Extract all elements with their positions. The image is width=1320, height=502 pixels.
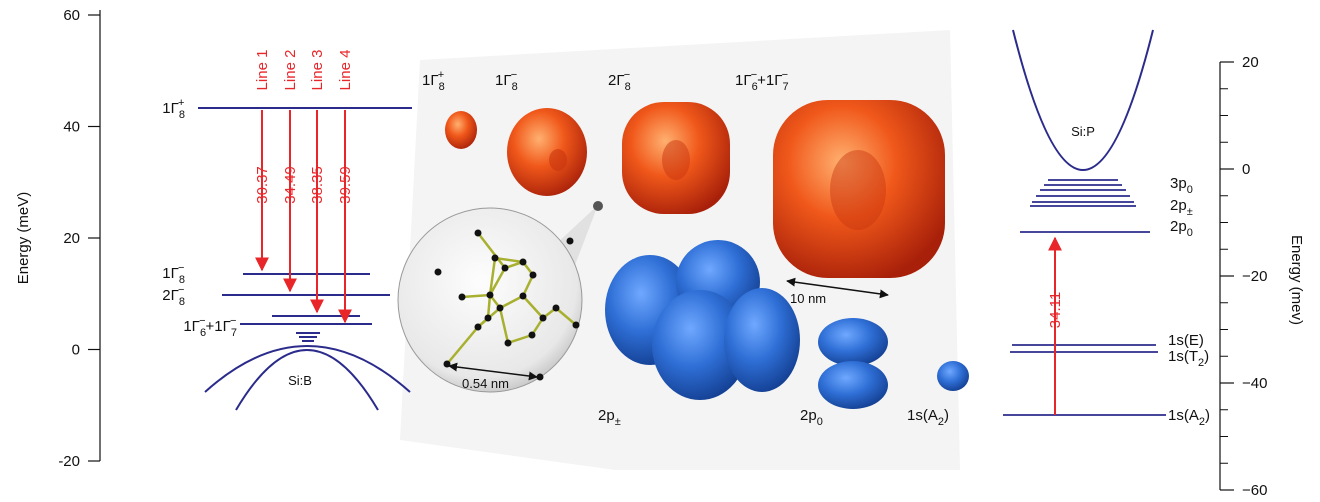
label-text: 1s(T xyxy=(1168,348,1198,365)
label-text: ) xyxy=(1205,407,1210,424)
axis-label: Energy (mev) xyxy=(1288,235,1305,325)
orbital xyxy=(937,361,969,391)
scale-label: 10 nm xyxy=(790,291,826,306)
label-text: 1Γ xyxy=(735,72,752,89)
label-text: 1Γ xyxy=(183,318,200,335)
label-text: 2Γ xyxy=(162,287,179,304)
axis-label: Energy (meV) xyxy=(15,192,32,285)
level-label: 1Γ8+ xyxy=(162,97,185,121)
level-label: 1Γ6−+1Γ7− xyxy=(183,315,237,339)
label-superscript: − xyxy=(511,69,517,81)
material-label: Si:P xyxy=(1071,124,1095,139)
tick-label: 20 xyxy=(63,230,80,247)
label-subscript: 8 xyxy=(512,81,518,93)
level-label: 2p± xyxy=(1170,197,1193,218)
page: { "left_axis": {"label": "Energy (meV)",… xyxy=(0,0,1320,502)
label-subscript: 7 xyxy=(231,327,237,339)
label-text: 1s(E) xyxy=(1168,332,1204,349)
label-superscript: − xyxy=(178,284,184,296)
label-subscript: 8 xyxy=(179,109,185,121)
level-label: 3p0 xyxy=(1170,175,1193,196)
level-label: 1s(E) xyxy=(1168,332,1204,349)
label-text: 1s(A xyxy=(907,407,938,424)
orbital xyxy=(507,108,587,196)
conduction-band xyxy=(1013,30,1153,170)
level-label: 2Γ8− xyxy=(162,284,185,308)
line-name: Line 4 xyxy=(337,50,354,91)
label-text: +1Γ xyxy=(757,72,782,89)
label-text: 2p xyxy=(1170,218,1187,235)
label-subscript: ± xyxy=(1187,206,1193,218)
tick-label: 20 xyxy=(1242,54,1259,71)
level-label: 1Γ8− xyxy=(162,262,185,286)
orbital xyxy=(724,288,800,392)
scale-label: 0.54 nm xyxy=(462,376,509,391)
transition-energy: 34.11 xyxy=(1047,292,1064,328)
label-text: 3p xyxy=(1170,175,1187,192)
line-name: Line 3 xyxy=(309,50,326,91)
level-label: 2p0 xyxy=(1170,218,1193,239)
tick-label: 0 xyxy=(1242,161,1250,178)
tick-label: −40 xyxy=(1242,375,1267,392)
label-superscript: − xyxy=(230,315,236,327)
label-superscript: + xyxy=(178,97,184,109)
label-text: 2p xyxy=(1170,197,1187,214)
left-axis: Energy (meV) xyxy=(15,10,100,461)
label-subscript: ± xyxy=(615,416,621,428)
tick-label: -20 xyxy=(58,453,80,470)
boron-levels xyxy=(198,108,412,341)
label-text: 2p xyxy=(598,407,615,424)
label-text: 1Γ xyxy=(162,100,179,117)
label-text: 1s(A xyxy=(1168,407,1199,424)
label-superscript: − xyxy=(624,69,630,81)
tick-label: 40 xyxy=(63,119,80,136)
label-superscript: − xyxy=(782,69,788,81)
label-text: 1Γ xyxy=(422,72,439,89)
label-text: ) xyxy=(1204,348,1209,365)
transition-energy: 38.35 xyxy=(309,166,326,204)
label-text: 1Γ xyxy=(162,265,179,282)
line-name: Line 2 xyxy=(282,50,299,91)
label-subscript: 0 xyxy=(1187,227,1193,239)
orbital xyxy=(445,111,477,149)
orbital xyxy=(818,318,888,366)
label-subscript: 8 xyxy=(439,81,445,93)
tick-label: 60 xyxy=(63,7,80,24)
phosphorus-levels xyxy=(1003,180,1166,415)
label-subscript: 0 xyxy=(817,416,823,428)
label-text: ) xyxy=(944,407,949,424)
tick-label: −60 xyxy=(1242,482,1267,499)
level-label: 1s(A2) xyxy=(1168,407,1210,428)
label-superscript: − xyxy=(178,262,184,274)
transitions xyxy=(262,110,345,322)
tick-label: 0 xyxy=(72,342,80,359)
label-text: 2p xyxy=(800,407,817,424)
orbital-shade xyxy=(662,140,690,180)
label-text: 2Γ xyxy=(608,72,625,89)
label-subscript: 7 xyxy=(783,81,789,93)
level-label: 1s(T2) xyxy=(1168,348,1209,369)
label-superscript: + xyxy=(438,69,444,81)
line-name: Line 1 xyxy=(254,50,271,91)
transition-energy: 30.37 xyxy=(254,166,271,204)
label-subscript: 8 xyxy=(179,296,185,308)
inset-origin xyxy=(593,201,603,211)
label-subscript: 8 xyxy=(625,81,631,93)
transition-energy: 34.49 xyxy=(282,166,299,204)
figure: Energy (meV) Si:B xyxy=(0,0,1320,502)
orbital xyxy=(818,361,888,409)
label-subscript: 0 xyxy=(1187,184,1193,196)
label-text: +1Γ xyxy=(206,318,231,335)
orbital-shade xyxy=(830,150,886,230)
tick-label: −20 xyxy=(1242,268,1267,285)
transition-energy: 39.59 xyxy=(337,166,354,204)
orbital-shade xyxy=(549,149,567,171)
label-text: 1Γ xyxy=(495,72,512,89)
material-label: Si:B xyxy=(288,373,312,388)
